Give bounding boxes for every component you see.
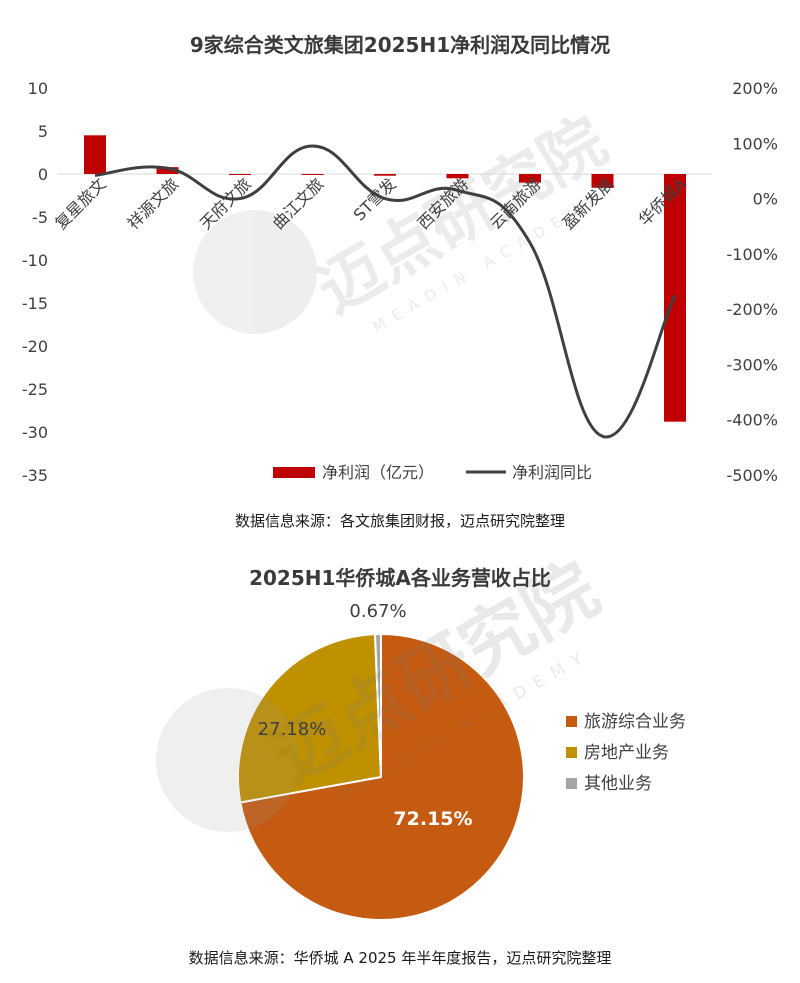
legend-swatch <box>566 747 577 758</box>
profit-chart: 迈点研究院 MEADIN ACADEMY 9家综合类文旅集团2025H1净利润及… <box>22 33 778 485</box>
legend-bar-swatch <box>273 467 315 478</box>
bar <box>156 167 179 174</box>
bar <box>229 174 251 175</box>
legend-swatch <box>566 716 577 727</box>
y2-tick-label: -500% <box>726 466 778 485</box>
legend: 净利润（亿元） 净利润同比 <box>273 463 592 482</box>
slice-label: 0.67% <box>349 601 406 622</box>
slice-label: 27.18% <box>258 719 327 740</box>
legend-label: 旅游综合业务 <box>584 712 686 732</box>
watermark-logo <box>193 210 317 334</box>
legend-label: 其他业务 <box>584 774 652 794</box>
y2-tick-label: 100% <box>732 134 778 153</box>
source-note-2: 数据信息来源：华侨城 A 2025 年半年度报告，迈点研究院整理 <box>188 949 612 967</box>
legend-line-label: 净利润同比 <box>512 463 592 482</box>
y-tick-label: -10 <box>22 251 48 270</box>
y-tick-label: 0 <box>38 165 48 184</box>
chart-title: 9家综合类文旅集团2025H1净利润及同比情况 <box>190 33 610 57</box>
pie-slice <box>239 632 525 921</box>
pie-slice <box>373 632 382 778</box>
y2-tick-label: -400% <box>726 411 778 430</box>
category-label: 曲江文旅 <box>269 174 328 233</box>
y2-tick-label: -100% <box>726 245 778 264</box>
source-note-1: 数据信息来源：各文旅集团财报，迈点研究院整理 <box>234 512 565 530</box>
y2-tick-label: -300% <box>726 355 778 374</box>
bar <box>446 174 469 179</box>
y-tick-label: -30 <box>22 423 48 442</box>
watermark-logo <box>156 688 300 832</box>
category-labels: 复星旅文 祥源文旅 天府文旅 曲江文旅 ST雪发 西安旅游 云南旅游 盈新发展 华侨城A <box>51 174 690 233</box>
bar <box>301 174 324 175</box>
bar <box>374 174 396 176</box>
y-tick-label: -5 <box>32 208 48 227</box>
legend-bar-label: 净利润（亿元） <box>322 463 434 482</box>
slice-label: 72.15% <box>393 808 472 830</box>
bar <box>519 174 541 183</box>
legend-swatch <box>566 778 577 789</box>
right-axis: 200% 100% 0% -100% -200% -300% -400% -500% <box>726 79 778 485</box>
pie-title: 2025H1华侨城A各业务营收占比 <box>249 566 551 590</box>
y2-tick-label: 200% <box>732 79 778 98</box>
y2-tick-label: 0% <box>753 190 778 209</box>
y2-tick-label: -200% <box>726 300 778 319</box>
bar <box>591 174 614 188</box>
legend-label: 房地产业务 <box>584 743 669 763</box>
pie-slices <box>237 632 525 921</box>
y-tick-label: -15 <box>22 294 48 313</box>
category-label: 祥源文旅 <box>124 174 183 233</box>
pie-labels: 72.15% 27.18% 0.67% <box>258 601 473 830</box>
y-tick-label: 5 <box>38 122 48 141</box>
revenue-pie-chart: 迈点研究院 MEADIN ACADEMY 2025H1华侨城A各业务营收占比 7… <box>156 555 686 921</box>
bar <box>84 135 106 174</box>
yoy-line <box>94 144 677 439</box>
category-label: 复星旅文 <box>51 174 110 233</box>
y-tick-label: -20 <box>22 337 48 356</box>
y-tick-label: -25 <box>22 380 48 399</box>
y-tick-label: 10 <box>28 79 48 98</box>
pie-slice <box>237 633 383 804</box>
y-tick-label: -35 <box>22 466 48 485</box>
